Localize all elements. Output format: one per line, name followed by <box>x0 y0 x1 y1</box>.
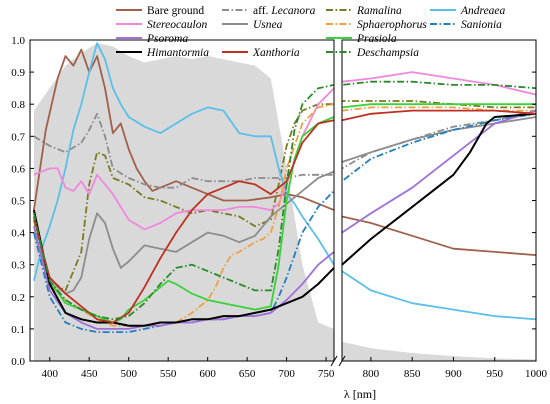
y-tick-label: 0.3 <box>11 260 25 272</box>
series-line-10 <box>32 112 536 327</box>
axis-break-mark-right <box>338 355 346 367</box>
legend-label-12: Deschampsia <box>356 47 419 59</box>
legend-label-7: Sanionia <box>461 19 502 31</box>
legend-label-6: Sphaerophorus <box>357 19 427 31</box>
x-tick-label: 550 <box>160 368 177 380</box>
legend-label-4: Stereocaulon <box>147 19 208 31</box>
axis-break-mark-left <box>330 355 338 367</box>
y-tick-label: 0.6 <box>11 163 25 175</box>
y-tick-label: 0.4 <box>11 228 25 240</box>
plot-area <box>32 42 536 361</box>
x-tick-label: 950 <box>486 368 503 380</box>
x-tick-label: 800 <box>363 368 380 380</box>
series-line-8 <box>33 109 536 330</box>
y-tick-label: 0.1 <box>11 324 25 336</box>
y-tick-label: 1.0 <box>11 35 25 47</box>
x-tick-label: 1000 <box>525 368 548 380</box>
legend: Bare ground aff. Lecanora Ramalina Andreaea… <box>116 5 506 59</box>
x-tick-label: 750 <box>318 368 335 380</box>
x-axis-label: λ [nm] <box>344 387 376 401</box>
x-tick-label: 500 <box>120 368 137 380</box>
legend-label-10: Himantormia <box>146 47 209 59</box>
series-line-1 <box>33 109 536 189</box>
y-tick-label: 0.5 <box>11 196 25 208</box>
axis-break-gap <box>334 38 342 363</box>
legend-label-2: Ramalina <box>356 5 402 17</box>
x-tick-label: 450 <box>81 368 98 380</box>
legend-label-11: Xanthoria <box>252 47 300 59</box>
legend-label-3: Andreaea <box>460 5 506 17</box>
x-tick-label: 600 <box>199 368 216 380</box>
y-tick-label: 0.2 <box>11 292 25 304</box>
y-tick-label: 0.0 <box>11 356 25 368</box>
x-tick-label: 900 <box>445 368 462 380</box>
legend-label-9: Prasiola <box>356 33 397 45</box>
y-tick-label: 0.8 <box>11 99 25 111</box>
plot-content <box>32 42 536 361</box>
y-tick-label: 0.9 <box>11 67 25 79</box>
x-tick-label: 650 <box>239 368 256 380</box>
legend-label-0: Bare ground <box>147 5 204 17</box>
series-line-11 <box>33 109 536 324</box>
axes: 0.0 0.1 0.2 0.3 0.4 0.5 0.6 0.7 0.8 0.9 1.0 400 450 5… <box>11 35 547 380</box>
legend-label-5: Usnea <box>253 19 283 31</box>
x-tick-label: 850 <box>404 368 421 380</box>
x-tick-label: 400 <box>41 368 58 380</box>
legend-label-1: aff. Lecanora <box>253 5 316 17</box>
y-tick-label: 0.7 <box>11 131 25 143</box>
legend-label-8: Psoroma <box>146 33 188 45</box>
x-tick-label: 700 <box>278 368 295 380</box>
series-line-12 <box>33 80 536 321</box>
